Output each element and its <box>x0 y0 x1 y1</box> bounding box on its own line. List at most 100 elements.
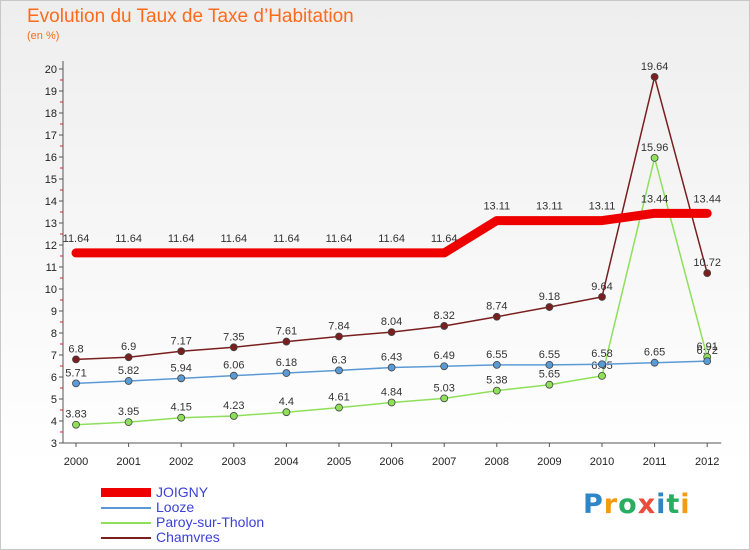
logo-letter: t <box>666 489 681 520</box>
data-label-paroy-sur-tholon: 3.95 <box>118 406 139 418</box>
data-label-joigny: 11.64 <box>168 233 195 245</box>
data-point-looze <box>124 377 133 385</box>
data-point-paroy-sur-tholon <box>335 403 343 412</box>
legend-swatch-paroy <box>101 522 151 524</box>
logo-letter: r <box>603 489 619 520</box>
data-point-looze <box>177 374 186 383</box>
data-label-joigny: 11.64 <box>273 233 300 245</box>
x-tick-label: 2004 <box>274 456 298 468</box>
y-tick-label: 5 <box>51 394 57 406</box>
data-point-paroy-sur-tholon <box>492 386 501 395</box>
x-tick-label: 2006 <box>379 456 403 468</box>
data-label-chamvres: 10.72 <box>693 257 721 269</box>
data-label-looze: 5.82 <box>118 365 139 377</box>
data-label-joigny: 13.11 <box>589 201 616 213</box>
data-label-looze: 6.55 <box>486 349 507 361</box>
x-tick-label: 2011 <box>643 456 667 468</box>
data-label-looze: 6.58 <box>591 348 612 360</box>
y-tick-label: 13 <box>45 218 57 230</box>
data-label-joigny: 11.64 <box>220 233 247 245</box>
data-point-chamvres <box>282 337 291 346</box>
data-point-paroy-sur-tholon <box>545 380 554 389</box>
data-point-looze <box>703 357 712 366</box>
data-label-chamvres: 7.35 <box>223 331 244 343</box>
x-tick-label: 2005 <box>327 456 351 468</box>
data-point-paroy-sur-tholon <box>387 398 396 407</box>
legend-label-chamvres: Chamvres <box>156 529 220 545</box>
data-point-chamvres <box>703 269 712 278</box>
y-tick-label: 20 <box>45 64 57 76</box>
data-point-looze <box>650 358 659 367</box>
legend-swatch-looze <box>101 507 151 509</box>
x-tick-label: 2001 <box>116 456 140 468</box>
data-point-chamvres <box>650 73 659 81</box>
data-label-joigny: 11.64 <box>326 233 353 245</box>
unit-label: (en %) <box>27 30 60 42</box>
data-point-paroy-sur-tholon <box>282 408 291 417</box>
data-point-looze <box>598 360 606 369</box>
y-tick-label: 6 <box>51 372 57 384</box>
legend-label-joigny: JOIGNY <box>156 484 209 500</box>
y-tick-label: 11 <box>46 262 57 274</box>
data-label-chamvres: 6.8 <box>68 343 83 355</box>
data-point-looze <box>282 369 291 377</box>
data-point-paroy-sur-tholon <box>177 413 186 422</box>
legend-label-paroy: Paroy-sur-Tholon <box>156 514 265 530</box>
data-label-chamvres: 7.61 <box>276 326 297 338</box>
data-label-looze: 6.65 <box>644 347 665 359</box>
data-point-looze <box>387 363 396 372</box>
data-label-joigny: 11.64 <box>378 233 405 245</box>
chart-title: Evolution du Taux de Taxe d’Habitation <box>27 6 354 27</box>
data-label-looze: 6.55 <box>539 349 560 361</box>
data-label-paroy-sur-tholon: 4.23 <box>223 400 244 412</box>
data-label-looze: 6.49 <box>433 350 454 362</box>
y-tick-label: 17 <box>45 130 57 142</box>
y-tick-label: 16 <box>45 152 57 164</box>
data-point-chamvres <box>440 322 449 330</box>
data-label-chamvres: 7.84 <box>328 321 349 333</box>
data-label-paroy-sur-tholon: 4.15 <box>170 402 191 414</box>
data-label-chamvres: 9.18 <box>539 291 560 303</box>
data-label-looze: 6.3 <box>331 354 346 366</box>
data-label-looze: 6.43 <box>381 352 402 364</box>
data-label-chamvres: 8.04 <box>381 316 402 328</box>
data-point-looze <box>229 371 238 380</box>
data-point-looze <box>545 360 554 369</box>
data-point-chamvres <box>124 353 133 362</box>
y-tick-label: 19 <box>45 86 57 98</box>
logo-letter: P <box>583 489 604 520</box>
data-point-chamvres <box>598 293 606 301</box>
legend-label-looze: Looze <box>156 499 195 515</box>
data-label-joigny: 11.64 <box>115 233 142 245</box>
data-label-chamvres: 9.64 <box>591 281 612 293</box>
y-tick-label: 4 <box>51 416 57 428</box>
data-label-paroy-sur-tholon: 4.84 <box>381 387 402 399</box>
legend-swatch-chamvres <box>101 537 151 539</box>
legend-swatch-joigny <box>101 488 151 497</box>
data-label-looze: 6.18 <box>276 357 297 369</box>
data-label-looze: 6.06 <box>223 360 244 372</box>
data-point-paroy-sur-tholon <box>598 371 606 380</box>
data-label-chamvres: 8.32 <box>433 310 454 322</box>
data-point-looze <box>440 362 449 371</box>
y-tick-label: 18 <box>45 108 57 120</box>
logo-letter: i <box>656 489 667 520</box>
logo-letter: o <box>618 489 638 520</box>
x-tick-label: 2002 <box>169 456 193 468</box>
data-point-chamvres <box>387 328 396 337</box>
data-label-paroy-sur-tholon: 4.61 <box>328 392 349 404</box>
data-point-paroy-sur-tholon <box>650 153 659 162</box>
data-label-joigny: 11.64 <box>63 233 90 245</box>
y-tick-label: 12 <box>45 240 57 252</box>
data-point-chamvres <box>335 332 343 341</box>
y-tick-label: 14 <box>45 196 57 208</box>
y-tick-label: 7 <box>51 350 57 362</box>
data-label-paroy-sur-tholon: 6.91 <box>696 341 717 353</box>
logo-letter: x <box>637 489 657 520</box>
x-tick-label: 2010 <box>590 456 614 468</box>
data-label-looze: 6.72 <box>696 345 717 357</box>
data-point-paroy-sur-tholon <box>229 412 238 420</box>
data-label-chamvres: 19.64 <box>641 61 669 73</box>
data-point-chamvres <box>492 312 501 321</box>
